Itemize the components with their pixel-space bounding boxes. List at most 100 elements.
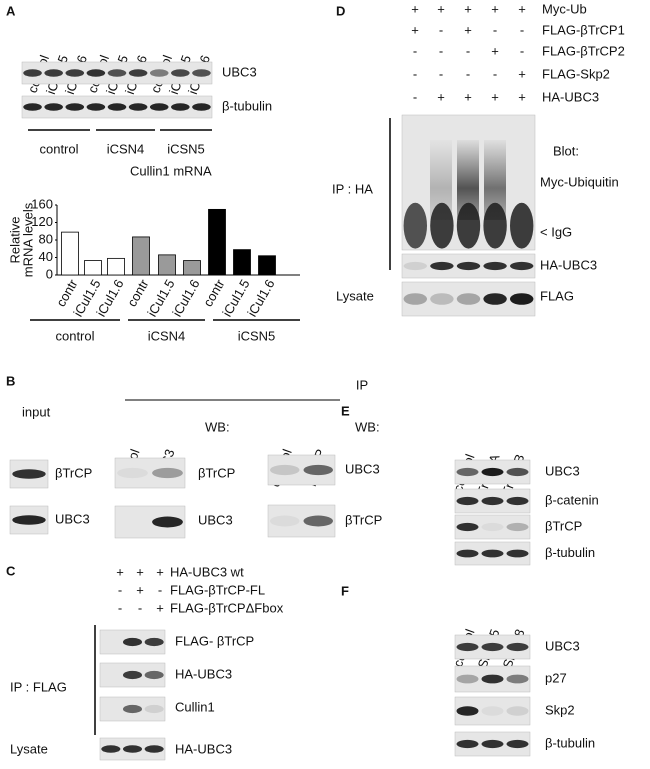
band <box>65 69 85 77</box>
band <box>481 496 504 506</box>
group-label: iCSN5 <box>167 141 205 156</box>
band <box>171 69 190 77</box>
band <box>456 549 479 558</box>
band <box>149 69 169 77</box>
lysate-label: Lysate <box>336 288 374 303</box>
sign: + <box>411 1 419 16</box>
band <box>456 522 479 532</box>
band <box>107 69 127 77</box>
band <box>456 739 479 749</box>
chart-title: Cullin1 mRNA <box>130 163 212 178</box>
bar <box>107 257 125 276</box>
sign: + <box>518 89 526 104</box>
band <box>430 261 454 271</box>
y-tick-label: 0 <box>46 266 53 281</box>
blot-label: β-tubulin <box>545 545 595 560</box>
band <box>506 549 529 558</box>
panel-letter: B <box>6 373 15 388</box>
band <box>270 464 300 476</box>
blot-label: UBC3 <box>55 511 90 526</box>
band <box>144 745 164 753</box>
band <box>23 103 42 111</box>
blot-label: UBC3 <box>545 638 580 653</box>
y-tick-label: 120 <box>31 214 53 229</box>
y-tick-label: 160 <box>31 196 53 211</box>
band <box>122 745 143 753</box>
band <box>144 637 164 647</box>
sign: - <box>158 582 162 597</box>
sign: + <box>136 564 144 579</box>
band <box>456 496 479 506</box>
sign: + <box>437 89 445 104</box>
wb-label: WB: <box>205 419 230 434</box>
input-label: input <box>22 404 51 419</box>
panel-letter: A <box>6 3 16 18</box>
blot-label: UBC3 <box>345 461 380 476</box>
sign: + <box>491 43 499 58</box>
band <box>303 515 333 527</box>
blot-note: Blot: <box>553 143 579 158</box>
blot-label: βTrCP <box>345 512 382 527</box>
ip-label: IP : HA <box>332 181 373 196</box>
sign: + <box>518 66 526 81</box>
band <box>506 674 529 684</box>
group-label: iCSN4 <box>148 328 186 343</box>
sign: - <box>413 89 417 104</box>
bar <box>183 260 201 276</box>
band <box>12 515 46 525</box>
band <box>23 69 42 77</box>
wb-label: WB: <box>355 419 380 434</box>
band <box>481 739 504 749</box>
lysate-label: Lysate <box>10 741 48 756</box>
blot-label: UBC3 <box>222 64 257 79</box>
band <box>44 103 63 111</box>
row-label: FLAG-βTrCP1 <box>542 22 625 37</box>
bar <box>61 231 79 276</box>
band <box>483 293 507 305</box>
band <box>122 704 143 714</box>
band <box>86 69 106 77</box>
row-label: Myc-Ub <box>542 1 587 16</box>
sign: + <box>464 1 472 16</box>
band <box>128 103 148 111</box>
sign: - <box>439 22 443 37</box>
band <box>456 261 481 271</box>
blot-label: HA-UBC3 <box>540 257 597 272</box>
sign: - <box>439 43 443 58</box>
group-label: control <box>39 141 78 156</box>
ip-label: IP : FLAG <box>10 679 67 694</box>
sign: - <box>520 43 524 58</box>
y-axis-label: mRNA levels <box>20 202 35 277</box>
blot-label: βTrCP <box>55 465 92 480</box>
band <box>149 103 169 111</box>
bar <box>233 249 251 276</box>
band <box>117 467 148 479</box>
band <box>506 642 529 652</box>
band <box>122 637 143 647</box>
band <box>509 261 534 271</box>
sign: + <box>116 564 124 579</box>
blot-label: β-tubulin <box>545 735 595 750</box>
band <box>481 642 504 652</box>
band <box>509 293 534 305</box>
bar <box>84 260 102 276</box>
band <box>144 704 164 714</box>
row-label: FLAG-βTrCPΔFbox <box>170 600 284 615</box>
blot <box>454 696 531 726</box>
band <box>509 202 534 249</box>
band <box>303 464 333 476</box>
band <box>506 739 529 749</box>
sign: + <box>464 22 472 37</box>
band <box>86 103 106 111</box>
sign: - <box>493 22 497 37</box>
sign: + <box>491 1 499 16</box>
bar <box>208 208 226 276</box>
y-tick-label: 40 <box>39 249 53 264</box>
blot-label: UBC3 <box>198 512 233 527</box>
band <box>456 706 479 716</box>
group-label: iCSN4 <box>107 141 145 156</box>
row-label: HA-UBC3 wt <box>170 564 244 579</box>
band <box>456 467 479 477</box>
band <box>270 515 300 527</box>
band <box>481 549 504 558</box>
